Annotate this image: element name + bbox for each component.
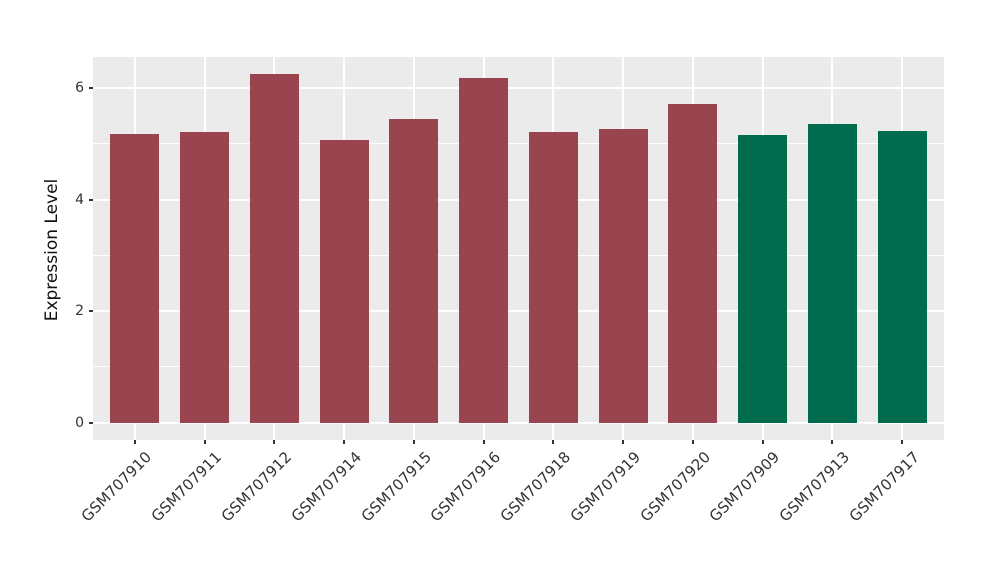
y-tick-label-0: 0 <box>75 414 84 431</box>
bar-GSM707918 <box>528 131 578 423</box>
y-tick-label-2: 2 <box>75 303 84 320</box>
bar-GSM707910 <box>110 134 160 423</box>
x-tickmark-GSM707909 <box>761 440 764 444</box>
gridline-major-y6 <box>93 87 944 90</box>
x-tickmark-GSM707915 <box>412 440 415 444</box>
bar-GSM707915 <box>389 119 439 423</box>
x-tickmark-GSM707912 <box>273 440 276 444</box>
x-tickmark-GSM707919 <box>622 440 625 444</box>
x-tick-label-GSM707910: GSM707910 <box>78 448 156 526</box>
x-tickmark-GSM707920 <box>691 440 694 444</box>
bar-GSM707911 <box>180 132 229 423</box>
gridline-major-y0 <box>93 421 944 424</box>
y-tickmark-0 <box>89 421 93 424</box>
x-tick-label-GSM707909: GSM707909 <box>706 448 784 526</box>
x-tickmark-GSM707911 <box>203 440 206 444</box>
panel-background <box>93 57 944 440</box>
gridline-minor-y5 <box>93 143 944 145</box>
bar-GSM707920 <box>668 103 718 423</box>
x-tickmark-GSM707910 <box>133 440 136 444</box>
x-tick-label-GSM707917: GSM707917 <box>845 448 923 526</box>
x-tick-label-GSM707911: GSM707911 <box>147 448 226 526</box>
bar-GSM707909 <box>738 135 788 423</box>
x-tick-label-GSM707920: GSM707920 <box>636 448 714 526</box>
plot-panel <box>93 57 944 440</box>
y-tickmark-2 <box>89 310 93 313</box>
gridline-minor-y1 <box>93 366 944 368</box>
bar-GSM707916 <box>459 78 509 423</box>
x-tick-label-GSM707914: GSM707914 <box>287 448 365 526</box>
x-tick-label-GSM707915: GSM707915 <box>357 448 435 526</box>
gridline-minor-y3 <box>93 254 944 256</box>
y-tickmark-4 <box>89 198 93 201</box>
bar-GSM707913 <box>807 124 857 423</box>
x-tick-label-GSM707916: GSM707916 <box>427 448 505 526</box>
x-tickmark-GSM707913 <box>831 440 834 444</box>
x-tick-label-GSM707913: GSM707913 <box>775 448 854 526</box>
gridline-major-y4 <box>93 198 944 201</box>
bar-GSM707919 <box>598 129 648 423</box>
y-tick-label-6: 6 <box>75 80 84 97</box>
gridline-major-y2 <box>93 310 944 313</box>
x-tick-label-GSM707918: GSM707918 <box>496 448 575 526</box>
x-tickmark-GSM707914 <box>343 440 346 444</box>
x-tick-label-GSM707919: GSM707919 <box>566 448 644 526</box>
x-tickmark-GSM707916 <box>482 440 485 444</box>
x-tickmark-GSM707918 <box>552 440 555 444</box>
bar-GSM707914 <box>319 139 369 423</box>
y-tickmark-6 <box>89 87 93 90</box>
bar-GSM707912 <box>249 74 299 423</box>
x-tick-label-GSM707912: GSM707912 <box>217 448 296 526</box>
y-tick-label-4: 4 <box>75 191 84 208</box>
x-tickmark-GSM707917 <box>901 440 904 444</box>
bar-GSM707917 <box>877 130 927 423</box>
